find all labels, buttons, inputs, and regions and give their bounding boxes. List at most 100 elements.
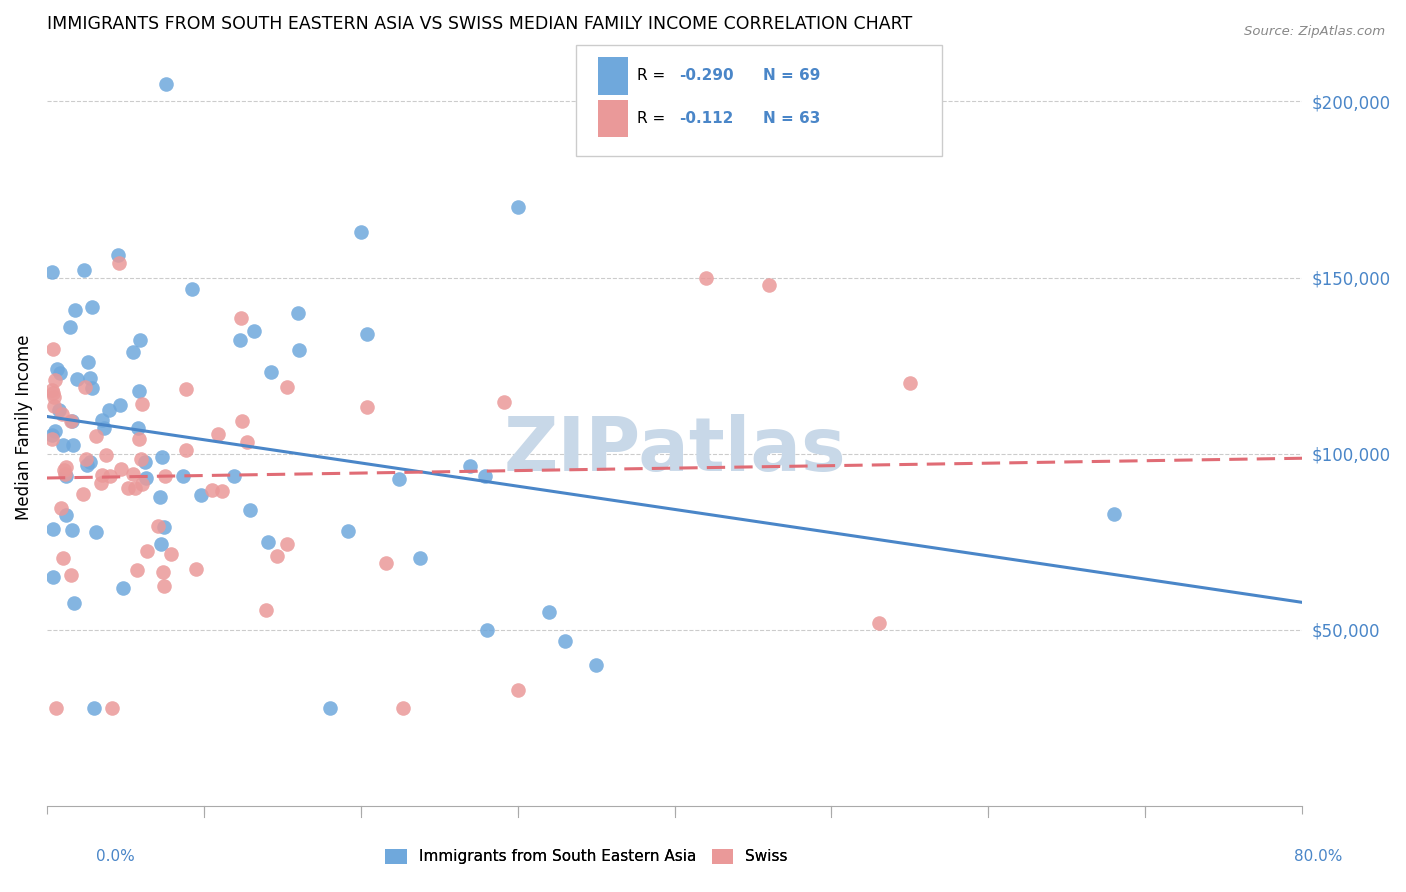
Point [254, 602, 277, 616]
Text: N = 63: N = 63 [763, 112, 821, 126]
Point [276, 380, 298, 394]
Point [201, 483, 224, 498]
Point [148, 518, 170, 533]
Point [41, 383, 63, 397]
Point [79, 455, 101, 469]
Point [77, 355, 100, 369]
Point [475, 623, 498, 637]
Point [260, 366, 283, 380]
Text: -0.112: -0.112 [679, 112, 734, 126]
Text: N = 69: N = 69 [763, 69, 821, 83]
Point [44, 390, 66, 404]
Point [131, 476, 153, 491]
Point [174, 382, 197, 396]
Point [350, 225, 373, 239]
Text: 80.0%: 80.0% [1295, 849, 1343, 864]
Point [49, 366, 72, 380]
Point [44, 373, 66, 387]
Point [108, 398, 131, 412]
Point [239, 502, 262, 516]
Point [73, 380, 96, 394]
Point [257, 534, 280, 549]
Point [63, 302, 86, 317]
Y-axis label: Median Family Income: Median Family Income [15, 334, 32, 520]
Text: R =: R = [637, 69, 671, 83]
Point [55, 508, 77, 522]
Point [211, 484, 233, 499]
Point [174, 443, 197, 458]
Point [409, 550, 432, 565]
Point [91, 468, 114, 483]
Point [537, 606, 560, 620]
Point [391, 700, 413, 714]
Point [48, 403, 70, 417]
Point [236, 434, 259, 449]
Point [108, 256, 131, 270]
Point [1102, 507, 1125, 521]
Text: IMMIGRANTS FROM SOUTH EASTERN ASIA VS SWISS MEDIAN FAMILY INCOME CORRELATION CHA: IMMIGRANTS FROM SOUTH EASTERN ASIA VS SW… [46, 15, 912, 33]
Point [42, 399, 65, 413]
Point [148, 490, 170, 504]
Point [337, 524, 360, 538]
Point [243, 324, 266, 338]
Point [180, 282, 202, 296]
Point [229, 310, 252, 325]
Point [97, 403, 120, 417]
Point [121, 345, 143, 359]
Point [84, 429, 107, 443]
Point [45, 700, 67, 714]
Point [458, 458, 481, 473]
Point [60, 414, 83, 428]
Point [59, 319, 82, 334]
Point [207, 426, 229, 441]
Point [41, 265, 63, 279]
Point [172, 469, 194, 483]
Point [287, 306, 309, 320]
Point [131, 396, 153, 410]
Text: Source: ZipAtlas.com: Source: ZipAtlas.com [1244, 25, 1385, 38]
Point [122, 467, 145, 481]
Point [41, 385, 63, 400]
Point [152, 565, 174, 579]
Point [93, 421, 115, 435]
Point [276, 537, 298, 551]
Point [150, 450, 173, 465]
Point [60, 414, 83, 428]
Point [42, 569, 65, 583]
Point [266, 549, 288, 563]
Point [76, 458, 98, 473]
Point [868, 615, 890, 630]
Point [474, 468, 496, 483]
Point [51, 407, 73, 421]
Point [49, 500, 72, 515]
Point [129, 452, 152, 467]
Point [224, 469, 246, 483]
Point [84, 524, 107, 539]
Point [42, 343, 65, 357]
Point [110, 462, 132, 476]
Point [388, 472, 411, 486]
Point [229, 333, 252, 347]
Point [127, 421, 149, 435]
Point [554, 633, 576, 648]
Point [91, 413, 114, 427]
Point [63, 596, 86, 610]
Point [82, 381, 104, 395]
Point [127, 563, 149, 577]
Point [129, 334, 152, 348]
Point [53, 467, 76, 481]
Point [41, 522, 63, 536]
Point [134, 455, 156, 469]
Point [52, 551, 75, 566]
Text: -0.290: -0.290 [679, 69, 734, 83]
Point [898, 376, 921, 391]
Point [506, 682, 529, 697]
Point [107, 247, 129, 261]
Point [117, 481, 139, 495]
Point [72, 487, 94, 501]
Point [356, 327, 378, 342]
Point [186, 561, 208, 575]
Point [128, 384, 150, 399]
Point [135, 470, 157, 484]
Text: ZIPatlas: ZIPatlas [503, 414, 846, 486]
